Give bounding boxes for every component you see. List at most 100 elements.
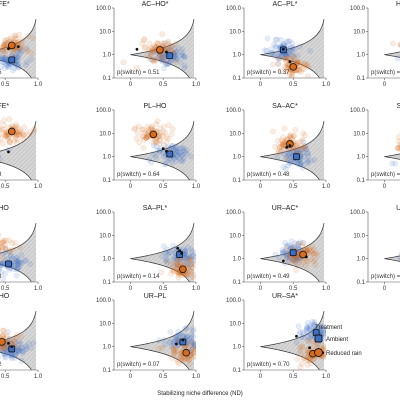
ambient-posterior-point: [187, 254, 194, 260]
reduced-posterior-point: [141, 136, 147, 143]
ambient-posterior-point: [272, 251, 279, 258]
reduced-posterior-point: [132, 125, 139, 132]
ambient-posterior-point: [13, 255, 19, 262]
reduced-posterior-point: [2, 48, 8, 55]
reduced-posterior-point: [158, 54, 165, 60]
panel-title: SA–HO: [0, 205, 9, 212]
y-tick-label: 100.0: [350, 210, 366, 216]
reduced-posterior-point: [153, 57, 160, 64]
reduced-posterior-point: [294, 60, 301, 66]
reduced-posterior-point: [162, 129, 168, 136]
observed-point: [178, 249, 182, 253]
reduced-posterior-point: [13, 334, 20, 341]
ambient-posterior-point: [165, 61, 171, 67]
ambient-posterior-point: [173, 262, 179, 268]
reduced-posterior-point: [168, 131, 175, 137]
reduced-posterior-point: [151, 58, 157, 65]
ambient-posterior-point: [284, 253, 291, 259]
reduced-posterior-point: [278, 137, 285, 144]
panel-title: UR–FE*: [396, 205, 400, 212]
panel-3: 0 0.5 1.0 0.1 1.0 10.0 100.0 AC–PL* p(switch) = …: [226, 1, 331, 88]
ambient-posterior-point: [16, 341, 22, 348]
reduced-posterior-point: [192, 354, 196, 360]
ambient-posterior-point: [7, 352, 13, 359]
reduced-posterior-point: [165, 41, 172, 48]
reduced-posterior-point: [397, 41, 400, 48]
p-switch-label: p(switch) = 0.45: [0, 70, 2, 76]
ambient-posterior-point: [0, 276, 6, 282]
ambient-posterior-point: [0, 59, 6, 66]
ambient-posterior-point: [281, 40, 287, 47]
ambient-posterior-point: [181, 54, 188, 61]
ambient-posterior-point: [301, 331, 307, 338]
reduced-posterior-point: [20, 135, 26, 142]
reduced-posterior-point: [186, 266, 192, 272]
reduced-posterior-point: [321, 343, 326, 350]
reduced-posterior-point: [161, 123, 167, 130]
ambient-posterior-point: [297, 329, 303, 335]
ambient-posterior-point: [265, 51, 272, 57]
reduced-posterior-point: [153, 121, 159, 128]
reduced-posterior-point: [280, 140, 286, 146]
ambient-posterior-point: [5, 62, 11, 69]
reduced-posterior-point: [298, 360, 305, 367]
reduced-posterior-point: [310, 341, 316, 347]
ambient-posterior-point: [167, 338, 173, 345]
ambient-posterior-point: [321, 330, 326, 336]
x-tick-label: 0.5: [159, 286, 168, 292]
reduced-posterior-point: [300, 66, 306, 73]
reduced-posterior-point: [314, 252, 321, 258]
y-tick-label: 10.0: [353, 29, 365, 35]
ambient-posterior-point: [18, 252, 25, 258]
reduced-posterior-point: [148, 125, 155, 132]
ambient-posterior-point: [12, 351, 19, 358]
reduced-posterior-point: [0, 132, 2, 138]
ambient-posterior-point: [188, 153, 194, 160]
reduced-posterior-point: [297, 347, 303, 354]
coexistence-region: [260, 19, 325, 78]
reduced-posterior-point: [189, 264, 196, 271]
ambient-posterior-point: [8, 352, 14, 359]
reduced-posterior-point: [150, 57, 156, 64]
reduced-posterior-point: [140, 145, 147, 151]
ambient-posterior-point: [0, 350, 7, 357]
reduced-posterior-point: [275, 149, 281, 156]
reduced-posterior-point: [190, 274, 196, 281]
x-tick-label: 1.0: [34, 286, 43, 292]
reduced-posterior-point: [2, 37, 8, 44]
reduced-posterior-point: [191, 349, 196, 356]
reduced-posterior-point: [175, 359, 181, 365]
reduced-posterior-point: [305, 64, 312, 70]
ambient-posterior-point: [155, 147, 161, 154]
ambient-posterior-point: [168, 249, 174, 256]
reduced-posterior-point: [186, 356, 193, 363]
ambient-posterior-point: [173, 49, 179, 55]
reduced-posterior-point: [149, 123, 155, 130]
ambient-posterior-point: [284, 38, 290, 45]
reduced-posterior-point: [174, 268, 180, 275]
ambient-posterior-point: [305, 334, 311, 340]
reduced-posterior-point: [0, 249, 2, 255]
x-tick-label: 0.5: [289, 374, 298, 380]
ambient-posterior-point: [2, 354, 9, 361]
x-tick-label: 1.0: [322, 286, 331, 292]
ambient-posterior-point: [17, 340, 24, 347]
reduced-posterior-point: [289, 71, 295, 77]
reduced-posterior-point: [171, 349, 178, 356]
observed-point: [174, 342, 178, 346]
ambient-posterior-point: [279, 250, 286, 257]
lower-boundary-curve: [260, 258, 320, 282]
ambient-posterior-point: [179, 52, 185, 58]
reduced-posterior-point: [301, 145, 308, 152]
reduced-posterior-point: [0, 125, 2, 130]
ambient-posterior-point: [173, 335, 179, 341]
ambient-posterior-point: [288, 47, 295, 54]
reduced-posterior-point: [275, 61, 281, 68]
x-tick-label: 1.0: [192, 286, 201, 292]
reduced-posterior-point: [183, 272, 190, 279]
ambient-posterior-point: [287, 255, 293, 262]
reduced-posterior-point: [305, 247, 312, 253]
reduced-posterior-point: [287, 132, 294, 138]
observed-point: [281, 47, 285, 51]
